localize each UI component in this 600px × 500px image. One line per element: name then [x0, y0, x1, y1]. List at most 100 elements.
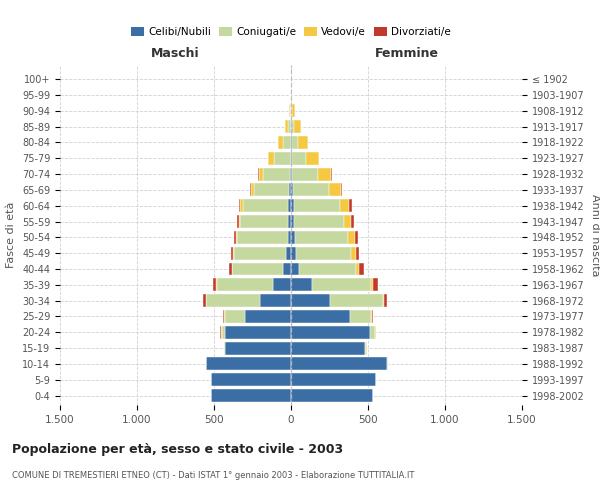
Bar: [291, 278, 312, 291]
Bar: [330, 294, 383, 307]
Bar: [383, 294, 384, 307]
Bar: [284, 120, 288, 133]
Bar: [225, 326, 291, 338]
Bar: [351, 246, 356, 260]
Bar: [292, 136, 298, 149]
Bar: [206, 358, 291, 370]
Bar: [251, 184, 254, 196]
Bar: [296, 246, 351, 260]
Bar: [291, 215, 295, 228]
Bar: [290, 168, 291, 180]
Bar: [291, 200, 294, 212]
Bar: [250, 184, 251, 196]
Bar: [375, 326, 376, 338]
Bar: [290, 104, 291, 118]
Bar: [317, 168, 331, 180]
Bar: [341, 184, 342, 196]
Bar: [294, 200, 340, 212]
Bar: [291, 389, 373, 402]
Bar: [291, 310, 350, 323]
Bar: [286, 246, 291, 260]
Bar: [259, 168, 263, 180]
Bar: [203, 294, 206, 307]
Bar: [295, 215, 344, 228]
Bar: [268, 152, 274, 165]
Bar: [344, 215, 352, 228]
Bar: [225, 310, 245, 323]
Bar: [231, 246, 233, 260]
Bar: [240, 200, 243, 212]
Y-axis label: Fasce di età: Fasce di età: [7, 202, 16, 268]
Bar: [291, 373, 376, 386]
Bar: [283, 136, 291, 149]
Bar: [291, 246, 296, 260]
Bar: [240, 215, 288, 228]
Bar: [372, 310, 373, 323]
Bar: [349, 231, 355, 244]
Bar: [263, 168, 290, 180]
Bar: [213, 278, 217, 291]
Bar: [370, 326, 375, 338]
Bar: [239, 200, 240, 212]
Bar: [245, 310, 291, 323]
Text: COMUNE DI TREMESTIERI ETNEO (CT) - Dati ISTAT 1° gennaio 2003 - Elaborazione TUT: COMUNE DI TREMESTIERI ETNEO (CT) - Dati …: [12, 471, 415, 480]
Bar: [224, 310, 225, 323]
Bar: [288, 231, 291, 244]
Bar: [211, 373, 291, 386]
Bar: [254, 184, 289, 196]
Bar: [206, 294, 260, 307]
Bar: [349, 200, 352, 212]
Bar: [260, 294, 291, 307]
Bar: [274, 152, 290, 165]
Bar: [292, 120, 294, 133]
Bar: [258, 168, 259, 180]
Bar: [224, 342, 225, 354]
Bar: [293, 184, 329, 196]
Bar: [234, 231, 236, 244]
Bar: [329, 184, 341, 196]
Bar: [283, 262, 291, 276]
Bar: [331, 168, 332, 180]
Bar: [387, 358, 388, 370]
Bar: [371, 310, 372, 323]
Bar: [221, 326, 222, 338]
Bar: [289, 184, 291, 196]
Bar: [291, 342, 365, 354]
Legend: Celibi/Nubili, Coniugati/e, Vedovi/e, Divorziati/e: Celibi/Nubili, Coniugati/e, Vedovi/e, Di…: [127, 22, 455, 41]
Bar: [291, 358, 387, 370]
Bar: [291, 294, 330, 307]
Bar: [340, 200, 349, 212]
Bar: [299, 262, 356, 276]
Bar: [365, 342, 367, 354]
Bar: [222, 326, 225, 338]
Bar: [289, 104, 290, 118]
Bar: [288, 215, 291, 228]
Bar: [292, 152, 305, 165]
Bar: [373, 278, 377, 291]
Bar: [234, 246, 286, 260]
Bar: [292, 168, 317, 180]
Bar: [217, 278, 272, 291]
Bar: [298, 136, 308, 149]
Bar: [288, 120, 291, 133]
Bar: [233, 246, 234, 260]
Text: Popolazione per età, sesso e stato civile - 2003: Popolazione per età, sesso e stato civil…: [12, 442, 343, 456]
Bar: [356, 262, 359, 276]
Bar: [225, 342, 291, 354]
Bar: [371, 278, 373, 291]
Bar: [305, 152, 319, 165]
Bar: [278, 136, 283, 149]
Bar: [237, 231, 288, 244]
Bar: [237, 215, 239, 228]
Bar: [312, 278, 371, 291]
Bar: [236, 231, 237, 244]
Bar: [288, 200, 291, 212]
Bar: [292, 104, 295, 118]
Bar: [220, 326, 221, 338]
Bar: [355, 231, 358, 244]
Bar: [356, 246, 359, 260]
Y-axis label: Anni di nascita: Anni di nascita: [590, 194, 600, 276]
Bar: [243, 200, 288, 212]
Bar: [291, 231, 295, 244]
Bar: [229, 262, 232, 276]
